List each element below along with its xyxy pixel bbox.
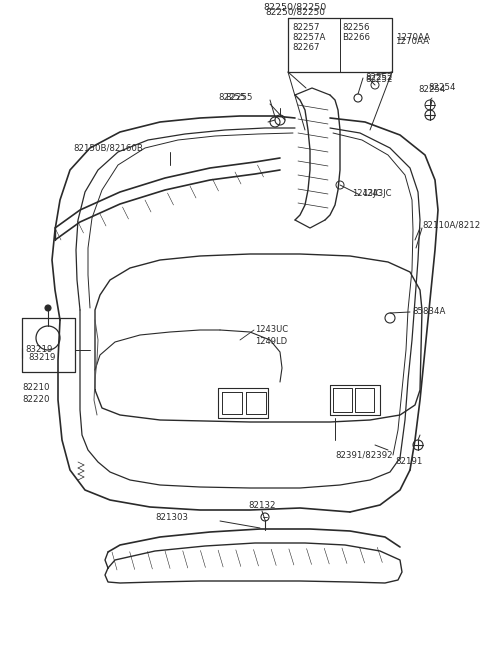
Text: 82250/82250: 82250/82250 (264, 3, 326, 12)
Text: 82110A/82120A: 82110A/82120A (422, 221, 480, 229)
Text: 82257A: 82257A (292, 34, 325, 43)
Text: 82191: 82191 (395, 457, 422, 466)
Text: 1243JC: 1243JC (362, 189, 392, 198)
Text: 83219: 83219 (28, 353, 55, 361)
Text: 1243UC: 1243UC (255, 325, 288, 334)
Text: 82267: 82267 (292, 43, 320, 53)
Text: B2266: B2266 (342, 34, 370, 43)
Text: 1249LD: 1249LD (255, 338, 287, 346)
Text: 82254: 82254 (418, 85, 445, 95)
Text: 82252: 82252 (365, 76, 393, 85)
Text: 82210: 82210 (22, 384, 49, 392)
Text: 82255: 82255 (218, 93, 245, 102)
Text: 821303: 821303 (155, 514, 188, 522)
Text: 1270AA: 1270AA (395, 37, 429, 47)
Text: 82254: 82254 (428, 83, 456, 93)
Text: 1243JC: 1243JC (352, 189, 382, 198)
Text: 82220: 82220 (22, 396, 49, 405)
Text: 82256: 82256 (342, 24, 370, 32)
Text: 82252: 82252 (365, 74, 393, 83)
Text: 83219: 83219 (25, 346, 52, 355)
Text: 1270AA: 1270AA (396, 34, 430, 43)
Text: 82150B/82160B: 82150B/82160B (73, 143, 143, 152)
Text: 85834A: 85834A (412, 307, 445, 317)
Text: 82132: 82132 (248, 501, 276, 510)
Text: 82255: 82255 (225, 93, 252, 102)
Text: 82250/82250: 82250/82250 (265, 7, 325, 16)
Circle shape (45, 305, 51, 311)
Text: 82391/82392: 82391/82392 (335, 451, 393, 459)
Text: 82257: 82257 (292, 24, 320, 32)
